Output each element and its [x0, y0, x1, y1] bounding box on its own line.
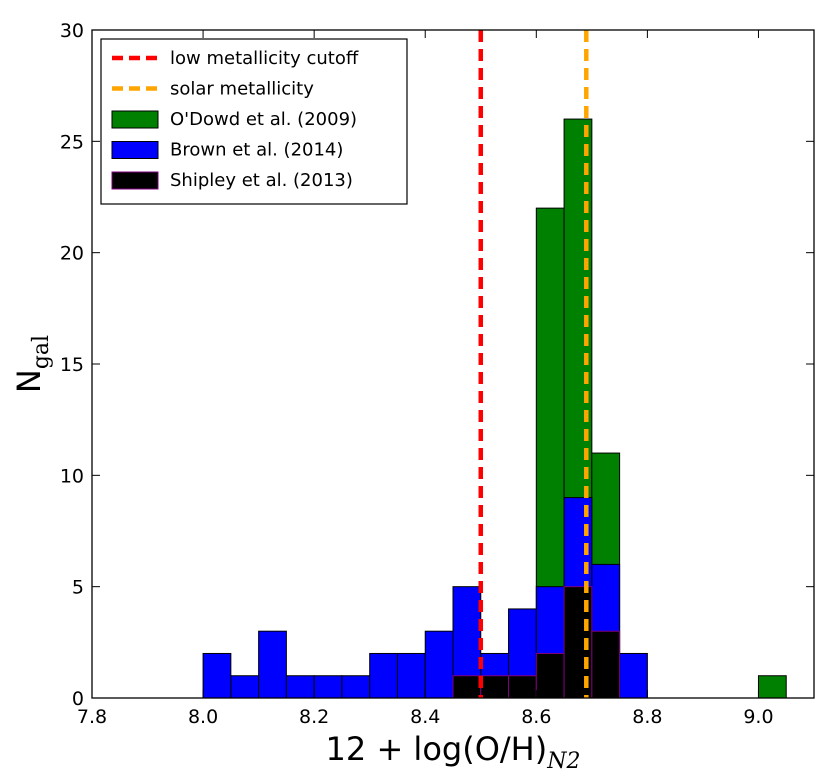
- legend-swatch-4: [111, 141, 159, 159]
- bar-3-8.50: [480, 675, 510, 699]
- bar-3-8.45: [452, 675, 482, 699]
- y-axis-label: Ngal: [10, 335, 54, 393]
- x-axis-label-main: 12 + log(O/H): [326, 730, 548, 768]
- legend-swatch-5: [111, 171, 159, 190]
- bar-2-8.40: [424, 630, 454, 699]
- bar-2-8.20: [313, 675, 343, 699]
- x-tick-label: 8.8: [632, 706, 662, 728]
- x-axis-label-subscript: N2: [546, 749, 580, 774]
- bar-3-8.60: [535, 652, 565, 699]
- legend: low metallicity cutoff solar metallicity O…: [100, 38, 408, 205]
- bar-2-8.30: [369, 652, 398, 699]
- legend-label-4: Brown et al. (2014): [170, 140, 343, 161]
- x-tick-label: 8.2: [299, 706, 329, 728]
- y-tick-label: 20: [60, 243, 84, 265]
- y-tick-label: 30: [60, 20, 84, 42]
- reference-lines: [478, 30, 589, 698]
- bar-2-8.00: [202, 652, 232, 699]
- x-axis-label: 12 + log(O/H)N2: [326, 730, 581, 774]
- axis-ticks: 7.8 8.0 8.2 8.4 8.6 8.8 9.0 0 5 10 15 20 25 30: [60, 20, 814, 728]
- bar-2-8.05: [230, 675, 260, 699]
- legend-label-1: low metallicity cutoff: [170, 48, 359, 69]
- y-tick-label: 0: [72, 688, 84, 710]
- bar-2-8.25: [341, 675, 371, 699]
- y-axis-label-main: N: [10, 369, 48, 393]
- legend-label-3: O'Dowd et al. (2009): [170, 109, 357, 130]
- bar-3-8.55: [508, 675, 537, 699]
- y-tick-label: 25: [60, 131, 84, 153]
- bar-3-8.70: [591, 630, 621, 699]
- y-tick-label: 5: [72, 577, 84, 599]
- x-tick-label: 8.4: [410, 706, 440, 728]
- x-tick-label: 8.0: [188, 706, 218, 728]
- x-tick-label: 9.0: [743, 706, 773, 728]
- bar-2-8.35: [396, 652, 426, 699]
- bar-2-8.10: [258, 630, 287, 699]
- legend-label-5: Shipley et al. (2013): [170, 170, 353, 191]
- y-tick-label: 15: [60, 354, 84, 376]
- x-tick-label: 7.8: [77, 706, 107, 728]
- bar-2-8.15: [285, 675, 315, 699]
- legend-label-2: solar metallicity: [170, 79, 314, 100]
- bar-2-8.75: [619, 652, 648, 699]
- y-axis-label-subscript: gal: [29, 335, 54, 369]
- bar-1-9.00: [757, 675, 787, 699]
- y-tick-label: 10: [60, 465, 84, 487]
- x-tick-label: 8.6: [521, 706, 551, 728]
- legend-swatch-3: [111, 110, 159, 129]
